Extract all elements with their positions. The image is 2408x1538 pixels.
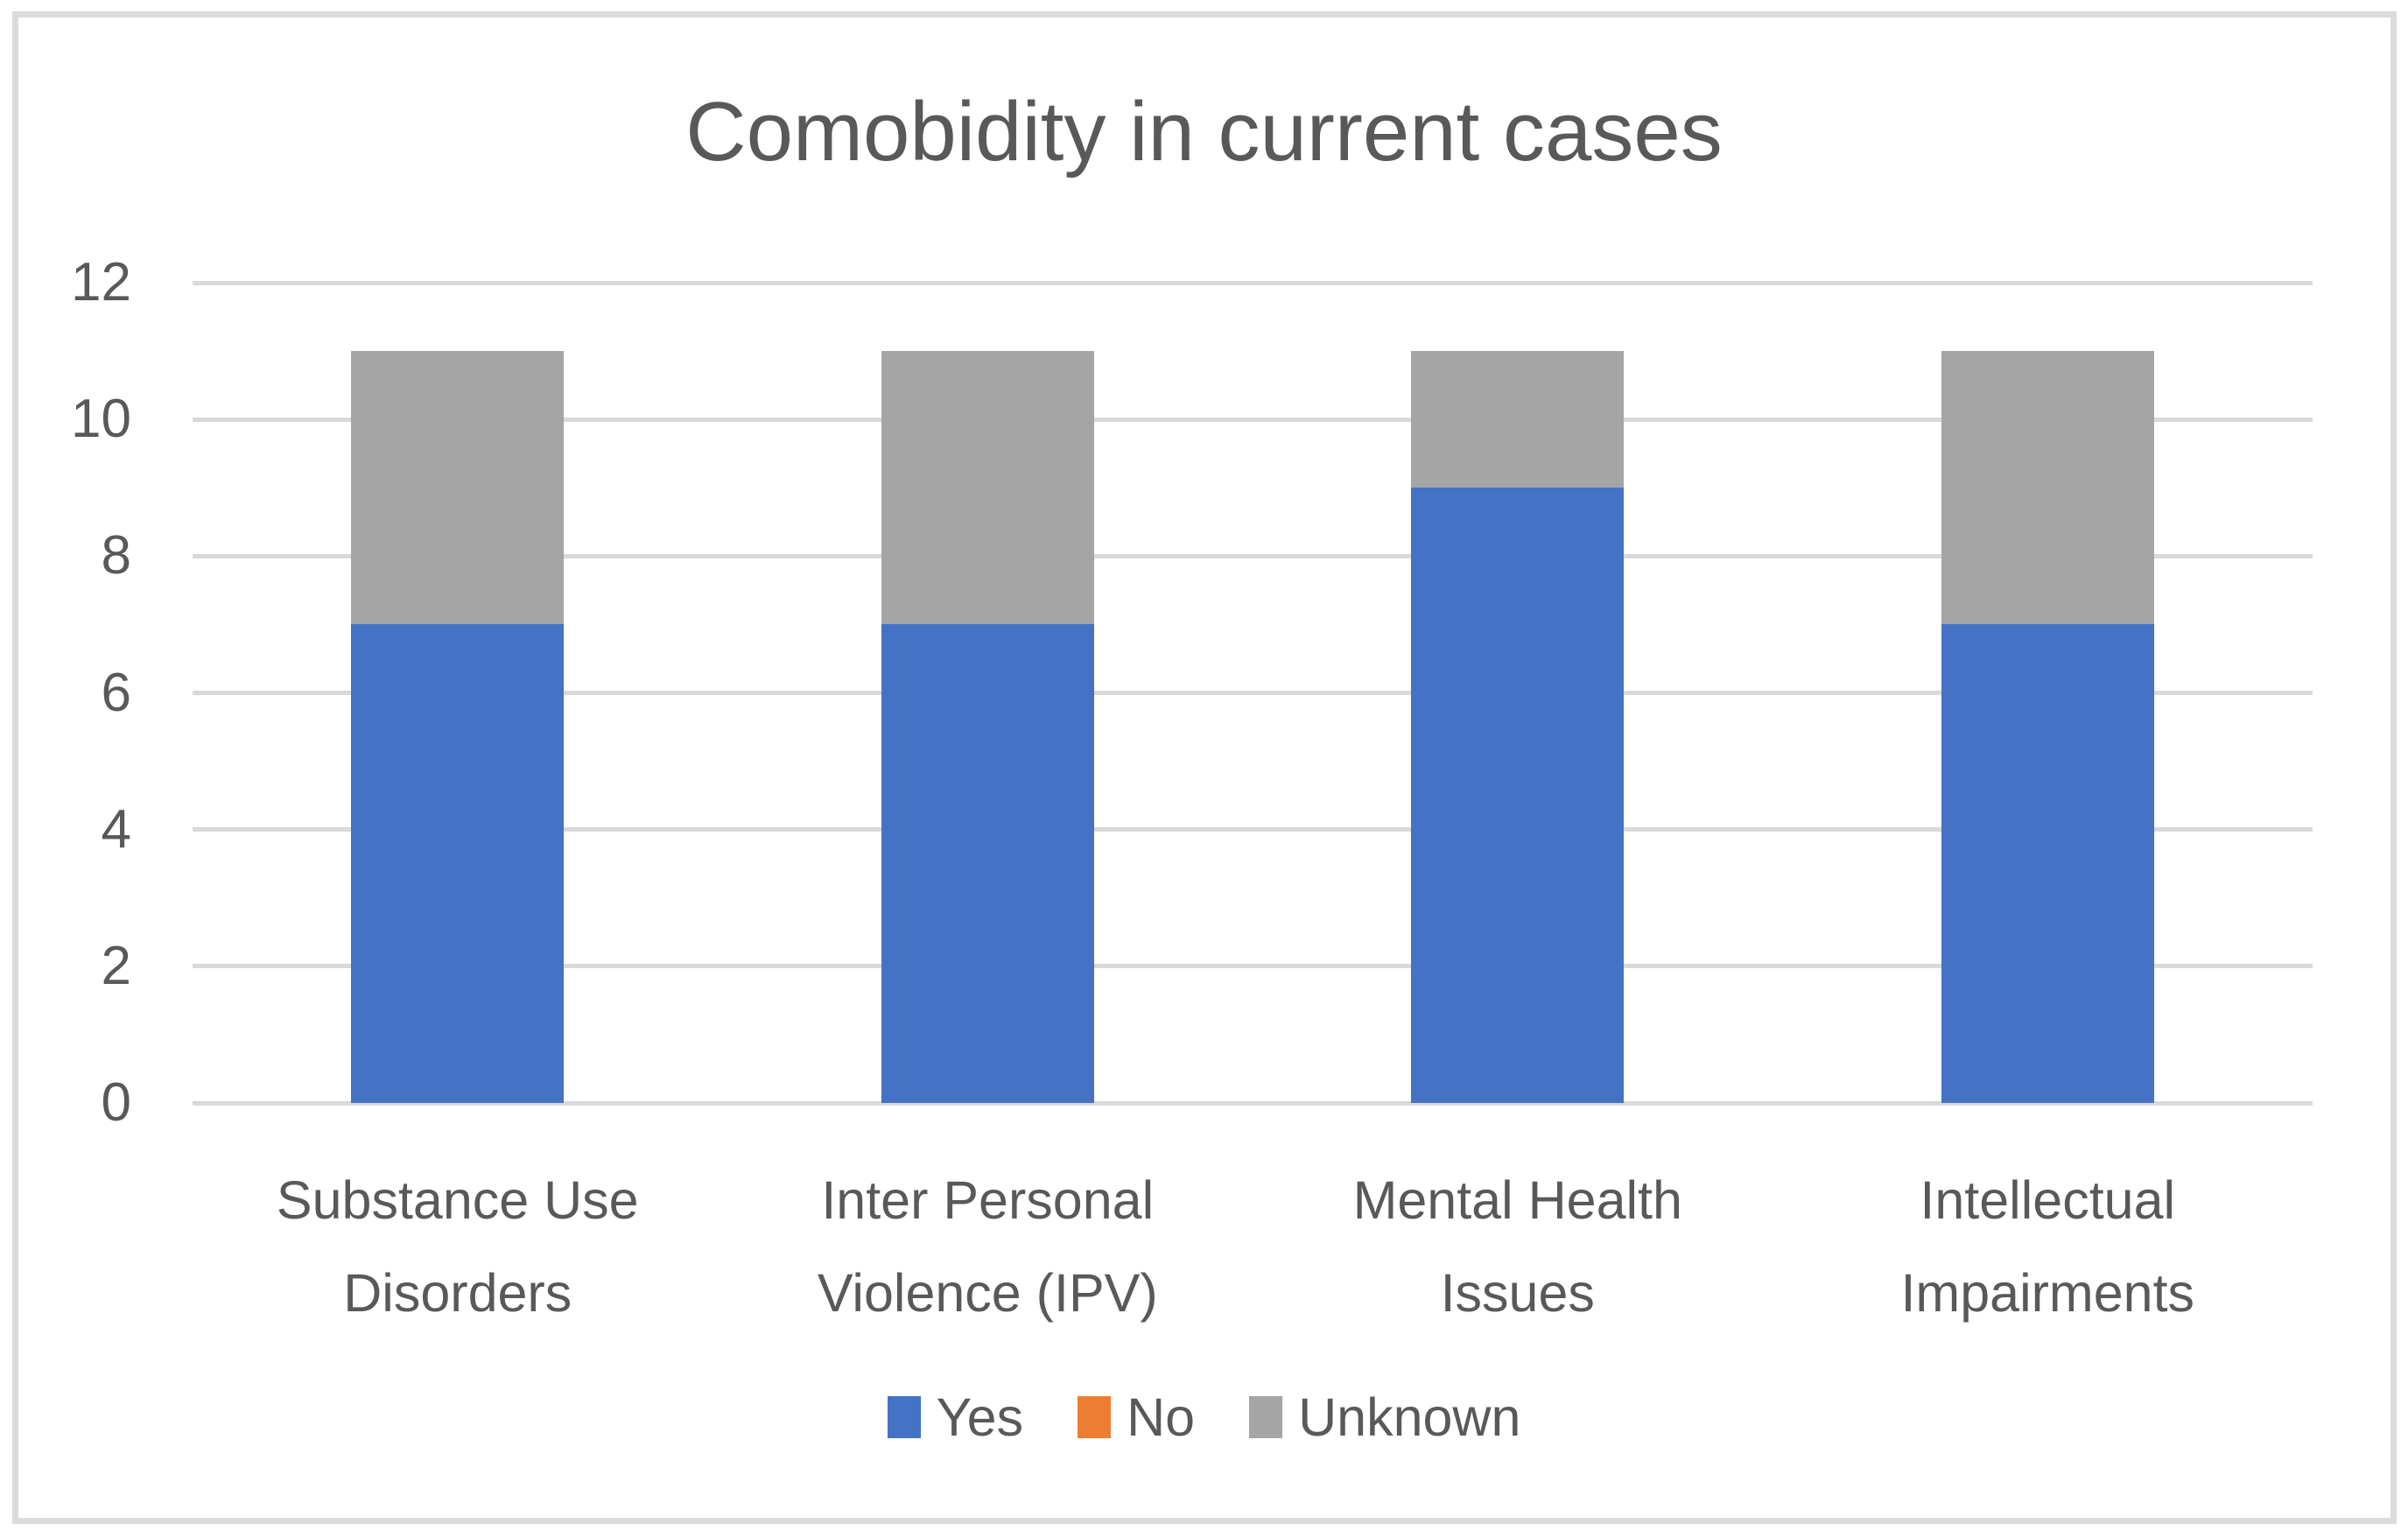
- bar-segment-unknown: [1941, 351, 2154, 625]
- chart-title: Comobidity in current cases: [685, 85, 1723, 179]
- legend-swatch-no: [1078, 1396, 1112, 1438]
- legend-swatch-yes: [887, 1396, 921, 1438]
- gridline: [193, 280, 2313, 285]
- bar-segment-yes: [1941, 624, 2154, 1103]
- bar: [1411, 351, 1625, 1103]
- y-tick-label: 6: [101, 662, 131, 723]
- y-axis: 0 2 4 6 8 10 12: [0, 252, 131, 1133]
- y-tick-label: 2: [101, 935, 131, 996]
- legend: Yes No Unknown: [0, 1387, 2408, 1448]
- legend-item: Unknown: [1249, 1387, 1520, 1448]
- gridline: [193, 1100, 2313, 1106]
- bar: [1941, 351, 2154, 1103]
- bar-segment-unknown: [351, 351, 565, 625]
- y-tick-label: 12: [71, 252, 131, 313]
- bar: [881, 351, 1094, 1103]
- gridline: [193, 964, 2313, 969]
- plot-area: [193, 280, 2313, 1106]
- bar-segment-yes: [881, 624, 1094, 1103]
- legend-label: Yes: [936, 1387, 1024, 1447]
- gridline: [193, 691, 2313, 695]
- bar-segment-yes: [1411, 488, 1625, 1103]
- bar: [351, 351, 565, 1103]
- legend-label: Unknown: [1298, 1387, 1521, 1447]
- y-tick-label: 4: [101, 798, 131, 860]
- x-category-label-text: Mental Health Issues: [1352, 1170, 1682, 1323]
- x-category-label-text: Substance Use Disorders: [276, 1170, 639, 1323]
- y-tick-label: 0: [101, 1072, 131, 1133]
- legend-label: No: [1127, 1387, 1196, 1447]
- x-category-label: Inter Personal Violence (IPV): [723, 1154, 1253, 1339]
- legend-item: Yes: [887, 1387, 1024, 1448]
- gridline: [193, 553, 2313, 558]
- x-category-label: Substance Use Disorders: [193, 1154, 723, 1339]
- x-category-label-text: Inter Personal Violence (IPV): [817, 1170, 1158, 1323]
- legend-swatch-unknown: [1249, 1396, 1283, 1438]
- gridline: [193, 827, 2313, 832]
- x-category-label-text: Intellectual Impairments: [1900, 1170, 2195, 1323]
- bar-segment-yes: [351, 624, 565, 1103]
- bar-segment-unknown: [881, 351, 1094, 625]
- y-tick-label: 8: [101, 525, 131, 586]
- y-tick-label: 10: [71, 389, 131, 450]
- x-category-label: Intellectual Impairments: [1783, 1154, 2313, 1339]
- legend-item: No: [1078, 1387, 1195, 1448]
- x-axis: Substance Use Disorders Inter Personal Vi…: [193, 1154, 2313, 1364]
- gridline: [193, 417, 2313, 422]
- bar-segment-unknown: [1411, 351, 1625, 488]
- x-category-label: Mental Health Issues: [1253, 1154, 1783, 1339]
